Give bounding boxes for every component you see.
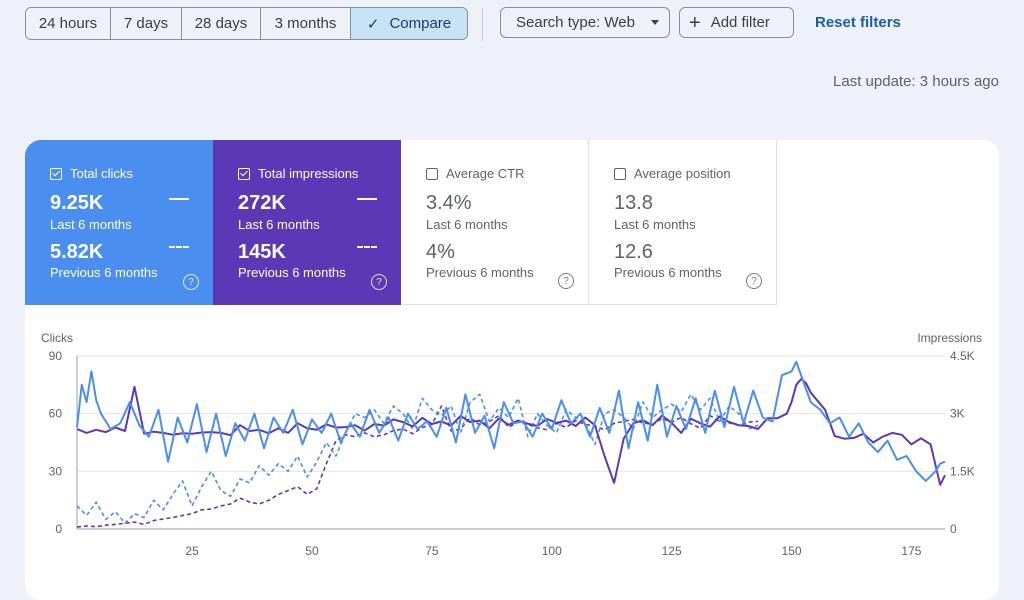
y-tick-label-left: 30 xyxy=(49,464,63,478)
compare-label: Compare xyxy=(389,15,452,32)
x-tick-label: 50 xyxy=(305,544,319,558)
date-range-toolbar: 24 hours 7 days 28 days 3 months ✓ Compa… xyxy=(25,7,468,40)
toolbar-divider xyxy=(482,8,483,41)
metric-previous-value: 145K xyxy=(238,241,286,263)
metric-card-average-ctr[interactable]: Average CTR 3.4% Last 6 months 4% Previo… xyxy=(401,140,589,305)
checkbox-unchecked-icon[interactable] xyxy=(426,167,438,180)
metric-period: Last 6 months xyxy=(50,217,132,232)
dashed-line-legend-icon xyxy=(357,246,377,248)
metric-header: Average CTR xyxy=(426,166,525,181)
series-line-impressions-previous-6-months xyxy=(76,405,759,528)
y-tick-label-right: 3K xyxy=(950,407,965,421)
right-axis-label: Impressions xyxy=(917,331,982,345)
metric-title: Total impressions xyxy=(258,166,359,181)
range-7-days-button[interactable]: 7 days xyxy=(111,8,182,39)
solid-line-legend-icon xyxy=(357,198,377,200)
metric-card-average-position[interactable]: Average position 13.8 Last 6 months 12.6… xyxy=(589,140,777,305)
x-tick-label: 175 xyxy=(901,544,921,558)
x-tick-label: 100 xyxy=(542,544,562,558)
metric-previous-period: Previous 6 months xyxy=(614,265,722,280)
metric-header: Total impressions xyxy=(238,166,358,181)
add-filter-label: Add filter xyxy=(710,14,770,31)
metric-period: Last 6 months xyxy=(614,217,696,232)
help-icon[interactable]: ? xyxy=(558,273,574,289)
y-tick-label-left: 0 xyxy=(55,522,62,536)
y-tick-label-left: 60 xyxy=(49,407,63,421)
add-filter-button[interactable]: + Add filter xyxy=(679,7,794,38)
metric-value: 3.4% xyxy=(426,192,472,214)
metric-title: Average position xyxy=(634,166,731,181)
y-tick-label-right: 0 xyxy=(950,522,957,536)
help-icon[interactable]: ? xyxy=(746,273,762,289)
metric-period: Last 6 months xyxy=(238,217,320,232)
search-type-dropdown[interactable]: Search type: Web xyxy=(500,7,670,38)
checkmark-icon: ✓ xyxy=(366,15,380,33)
range-28-days-button[interactable]: 28 days xyxy=(182,8,261,39)
compare-button[interactable]: ✓ Compare xyxy=(351,8,467,39)
metric-value: 13.8 xyxy=(614,192,653,214)
x-tick-label: 150 xyxy=(782,544,802,558)
last-update-text: Last update: 3 hours ago xyxy=(833,73,999,90)
y-tick-label-right: 1.5K xyxy=(950,464,975,478)
range-24-hours-button[interactable]: 24 hours xyxy=(26,8,111,39)
x-tick-label: 125 xyxy=(662,544,682,558)
reset-filters-link[interactable]: Reset filters xyxy=(815,14,901,31)
y-tick-label-right: 4.5K xyxy=(950,349,975,363)
metric-previous-period: Previous 6 months xyxy=(50,265,158,280)
series-line-impressions-last-6-months xyxy=(76,378,946,486)
chart-series xyxy=(76,360,946,528)
chart-grid xyxy=(76,355,945,530)
metric-previous-period: Previous 6 months xyxy=(426,265,534,280)
x-tick-label: 25 xyxy=(185,544,199,558)
chevron-down-icon xyxy=(650,20,659,25)
left-axis-label: Clicks xyxy=(41,331,73,345)
help-icon[interactable]: ? xyxy=(371,274,387,290)
date-range-segmented-control: 24 hours 7 days 28 days 3 months ✓ Compa… xyxy=(25,7,468,40)
checkbox-checked-icon[interactable] xyxy=(50,167,62,180)
checkbox-checked-icon[interactable] xyxy=(238,167,250,180)
help-icon[interactable]: ? xyxy=(183,274,199,290)
x-tick-label: 75 xyxy=(425,544,439,558)
metric-value: 272K xyxy=(238,192,286,214)
plus-icon: + xyxy=(689,11,701,34)
metric-period: Last 6 months xyxy=(426,217,508,232)
metric-header: Average position xyxy=(614,166,731,181)
metric-header: Total clicks xyxy=(50,166,133,181)
metric-card-total-impressions[interactable]: Total impressions 272K Last 6 months 145… xyxy=(213,140,401,305)
metric-previous-value: 12.6 xyxy=(614,241,653,263)
y-tick-label-left: 90 xyxy=(49,349,63,363)
metric-previous-value: 5.82K xyxy=(50,241,104,263)
range-3-months-button[interactable]: 3 months xyxy=(261,8,351,39)
metric-card-total-clicks[interactable]: Total clicks 9.25K Last 6 months 5.82K P… xyxy=(25,140,213,305)
metric-title: Average CTR xyxy=(446,166,525,181)
search-type-label: Search type: Web xyxy=(516,14,635,31)
metric-value: 9.25K xyxy=(50,192,104,214)
performance-card: Total clicks 9.25K Last 6 months 5.82K P… xyxy=(25,140,999,600)
series-line-clicks-previous-6-months xyxy=(76,393,759,525)
series-line-clicks-last-6-months xyxy=(76,360,946,482)
chart-ticks: 0 0 30 1.5K 60 3K 90 4.5K 25 50 75 100 125 150 175 xyxy=(49,349,975,558)
dashed-line-legend-icon xyxy=(169,246,189,248)
metric-title: Total clicks xyxy=(70,166,133,181)
metric-previous-value: 4% xyxy=(426,241,455,263)
checkbox-unchecked-icon[interactable] xyxy=(614,167,626,180)
metric-previous-period: Previous 6 months xyxy=(238,265,346,280)
performance-chart[interactable]: Clicks Impressions 0 0 30 1.5K 60 3K 90 4.5K 25 5… xyxy=(25,140,999,581)
solid-line-legend-icon xyxy=(169,198,189,200)
